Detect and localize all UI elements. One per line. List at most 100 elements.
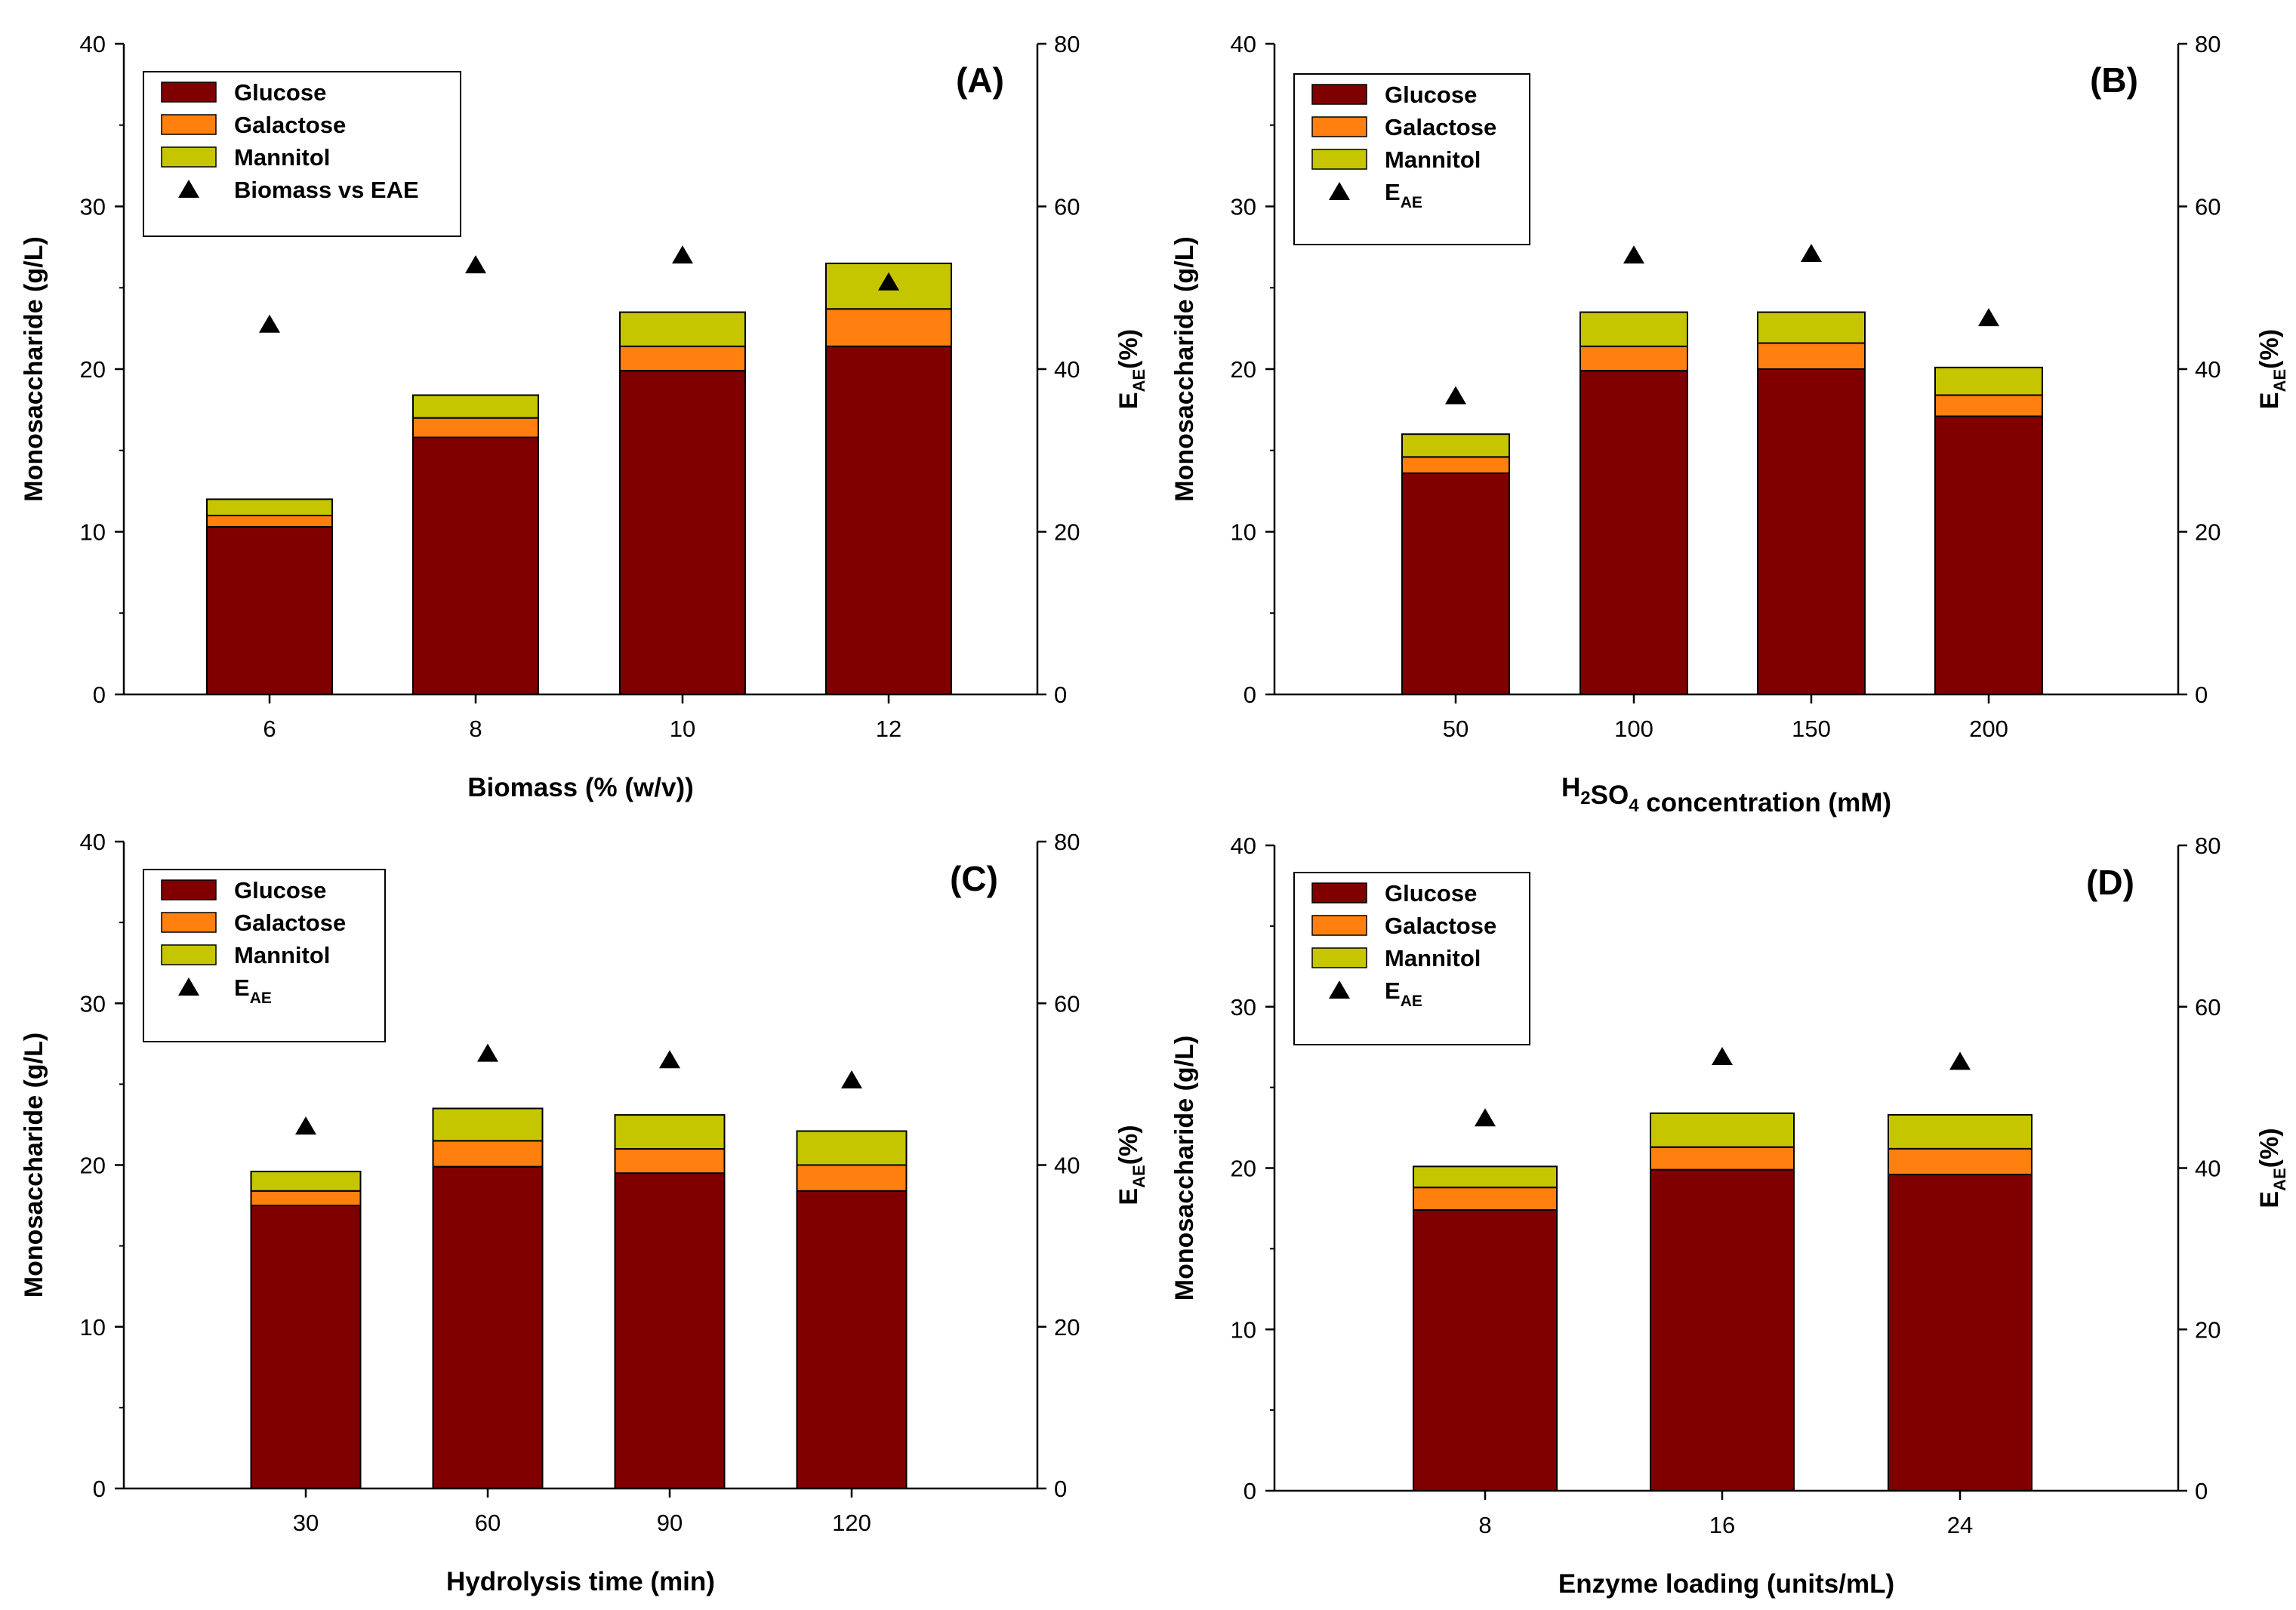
bar-mannitol-24: [1888, 1113, 2032, 1150]
y-tick-label: 40: [80, 829, 106, 855]
bar-galactose-50: [1401, 456, 1510, 474]
y2-axis-title: EAE(%): [2255, 1128, 2289, 1208]
legend-swatch-galactose: [1311, 915, 1367, 936]
marker-eae-6: [259, 314, 280, 333]
bar-galactose-120: [796, 1164, 908, 1192]
y-axis-title: Monosaccharide (g/L): [1170, 1036, 1199, 1301]
y-tick-label: 30: [1231, 194, 1256, 220]
y-tick-label: 30: [80, 990, 106, 1017]
x-tick-label: 24: [1947, 1512, 1973, 1538]
bar-glucose-50: [1401, 472, 1510, 695]
marker-eae-50: [1445, 386, 1466, 405]
legend-label-mannitol: Mannitol: [234, 942, 330, 968]
legend-swatch-mannitol: [1311, 149, 1367, 170]
bar-glucose-10: [619, 370, 746, 695]
y-tick-label: 0: [93, 1476, 106, 1502]
y-tick-label: 10: [1231, 519, 1256, 546]
x-axis-title: Hydrolysis time (min): [446, 1567, 715, 1596]
chart-panel-c: 0 10 20 30 40 0 20 40 60 80 30 60 90 120 Hydrolysis ti…: [20, 829, 1148, 1596]
legend-label-marker: EAE: [234, 974, 272, 1007]
x-tick-label: 90: [657, 1510, 683, 1536]
legend-swatch-galactose: [161, 114, 217, 135]
bar-glucose-150: [1757, 368, 1866, 695]
bar-mannitol-8: [412, 394, 539, 419]
y2-tick-label: 40: [2195, 356, 2220, 383]
legend-swatch-mannitol: [161, 944, 217, 965]
chart-panel-b: 0 10 20 30 40 0 20 40 60 80 50 100 150 200 H2SO4 conce…: [1170, 31, 2289, 817]
legend-swatch-mannitol: [1311, 947, 1367, 968]
x-tick-label: 50: [1443, 716, 1469, 742]
y-tick-label: 30: [80, 194, 106, 220]
y2-axis-title: EAE(%): [1114, 1125, 1148, 1205]
legend-label-galactose: Galactose: [234, 910, 346, 936]
y2-tick-label: 20: [2195, 519, 2220, 546]
y2-tick-label: 40: [2195, 1156, 2220, 1182]
bar-mannitol-150: [1757, 311, 1866, 344]
bar-galactose-8: [412, 417, 539, 439]
bar-galactose-100: [1579, 345, 1688, 372]
legend-swatch-glucose: [1311, 84, 1367, 105]
bar-galactose-200: [1934, 394, 2043, 417]
marker-eae-30: [295, 1116, 316, 1135]
y2-tick-label: 0: [1054, 1476, 1067, 1502]
x-tick-label: 8: [1478, 1512, 1491, 1538]
legend-label-marker: EAE: [1385, 179, 1422, 211]
y-tick-label: 0: [93, 682, 106, 708]
legend-label-mannitol: Mannitol: [1385, 945, 1481, 971]
marker-eae-200: [1978, 308, 1999, 327]
panel-label: (C): [950, 859, 998, 898]
y-tick-label: 40: [1231, 31, 1256, 57]
bar-glucose-120: [796, 1190, 908, 1490]
y-tick-label: 40: [1231, 833, 1256, 859]
y2-tick-label: 0: [2195, 682, 2208, 708]
bar-galactose-24: [1888, 1147, 2032, 1176]
legend-label-glucose: Glucose: [234, 79, 326, 106]
legend-marker-icon: [178, 180, 199, 198]
bar-mannitol-10: [619, 311, 746, 347]
bar-glucose-16: [1650, 1168, 1795, 1491]
marker-eae-8: [465, 255, 486, 274]
bar-glucose-24: [1888, 1174, 2032, 1492]
bar-glucose-60: [432, 1165, 544, 1489]
bar-mannitol-60: [432, 1107, 544, 1142]
y2-tick-label: 60: [2195, 994, 2220, 1020]
x-tick-label: 30: [293, 1510, 319, 1536]
legend-label-mannitol: Mannitol: [1385, 146, 1481, 173]
y-tick-label: 20: [1231, 356, 1256, 383]
bar-mannitol-90: [614, 1114, 726, 1150]
marker-eae-100: [1623, 245, 1644, 264]
legend-marker-icon: [178, 977, 199, 996]
bar-glucose-30: [250, 1205, 362, 1489]
marker-eae-120: [841, 1070, 862, 1089]
y2-tick-label: 0: [2195, 1478, 2208, 1504]
legend-label-galactose: Galactose: [1385, 913, 1496, 939]
y-tick-label: 40: [80, 31, 106, 57]
y-tick-label: 0: [1244, 1478, 1256, 1504]
legend-swatch-glucose: [161, 82, 217, 103]
bar-glucose-100: [1579, 370, 1688, 695]
y-tick-label: 10: [80, 519, 106, 546]
y-tick-label: 10: [1231, 1316, 1256, 1343]
x-tick-label: 10: [670, 716, 695, 742]
legend: Glucose Galactose Mannitol EAE: [1293, 73, 1530, 245]
marker-eae-16: [1712, 1047, 1733, 1066]
x-tick-label: 150: [1792, 716, 1831, 742]
bar-galactose-150: [1757, 342, 1866, 370]
bar-glucose-6: [206, 526, 333, 695]
bar-galactose-16: [1650, 1146, 1795, 1171]
y2-tick-label: 80: [1054, 31, 1080, 57]
y2-tick-label: 20: [1054, 519, 1080, 546]
x-tick-label: 6: [263, 716, 276, 742]
bar-glucose-8: [1413, 1209, 1558, 1491]
y-tick-label: 10: [80, 1314, 106, 1341]
marker-eae-10: [672, 245, 693, 264]
y2-tick-label: 80: [2195, 31, 2220, 57]
y2-tick-label: 80: [1054, 829, 1080, 855]
marker-eae-150: [1801, 243, 1822, 262]
y2-axis-title: EAE(%): [1114, 329, 1148, 409]
bar-glucose-90: [614, 1172, 726, 1490]
legend-swatch-mannitol: [161, 146, 217, 168]
bar-mannitol-6: [206, 498, 333, 516]
chart-panel-a: 0 10 20 30 40 0 20 40 60 80 6 8 10 12 Biomass (% (w/v)…: [20, 31, 1148, 802]
